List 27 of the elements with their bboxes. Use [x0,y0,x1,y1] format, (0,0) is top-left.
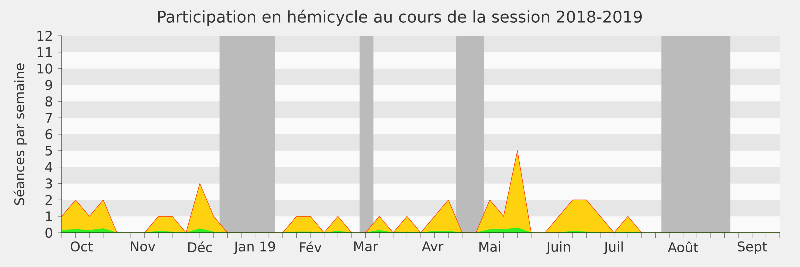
y-tick-label: 1 [46,212,52,222]
x-tick-label: Juil [604,242,623,254]
y-tick-label: 8 [46,96,52,107]
x-tick-label: Oct [70,242,93,252]
y-tick-label: 2 [46,195,52,206]
y-tick-label: 11 [38,48,52,58]
y-tick-label: 10 [38,64,52,74]
x-tick-label: Nov [131,242,156,252]
y-axis-title: Séances par semaine [14,64,28,206]
x-tick-label: Jan 19 [234,242,276,254]
y-tick-label: 4 [45,162,53,172]
y-tick-label: 7 [46,113,52,123]
x-tick-label: Déc [188,242,212,253]
x-tick-label: Sept [738,242,768,254]
y-tick-label: 5 [46,146,52,156]
x-tick-label: Avr [422,242,444,252]
x-tick-label: Mar [354,242,378,252]
y-tick-label: 9 [46,80,52,90]
y-tick-label: 0 [46,228,52,238]
x-tick-label: Juin [546,242,570,254]
x-tick-label: Fév [300,242,322,253]
y-tick-label: 3 [46,178,52,189]
x-tick-label: Mai [480,242,500,252]
chart-title: Participation en hémicycle au cours de la session 2018-2019 [158,10,642,26]
y-tick-label: 12 [38,31,52,41]
y-tick-label: 6 [46,129,52,140]
x-tick-label: Août [668,242,698,253]
